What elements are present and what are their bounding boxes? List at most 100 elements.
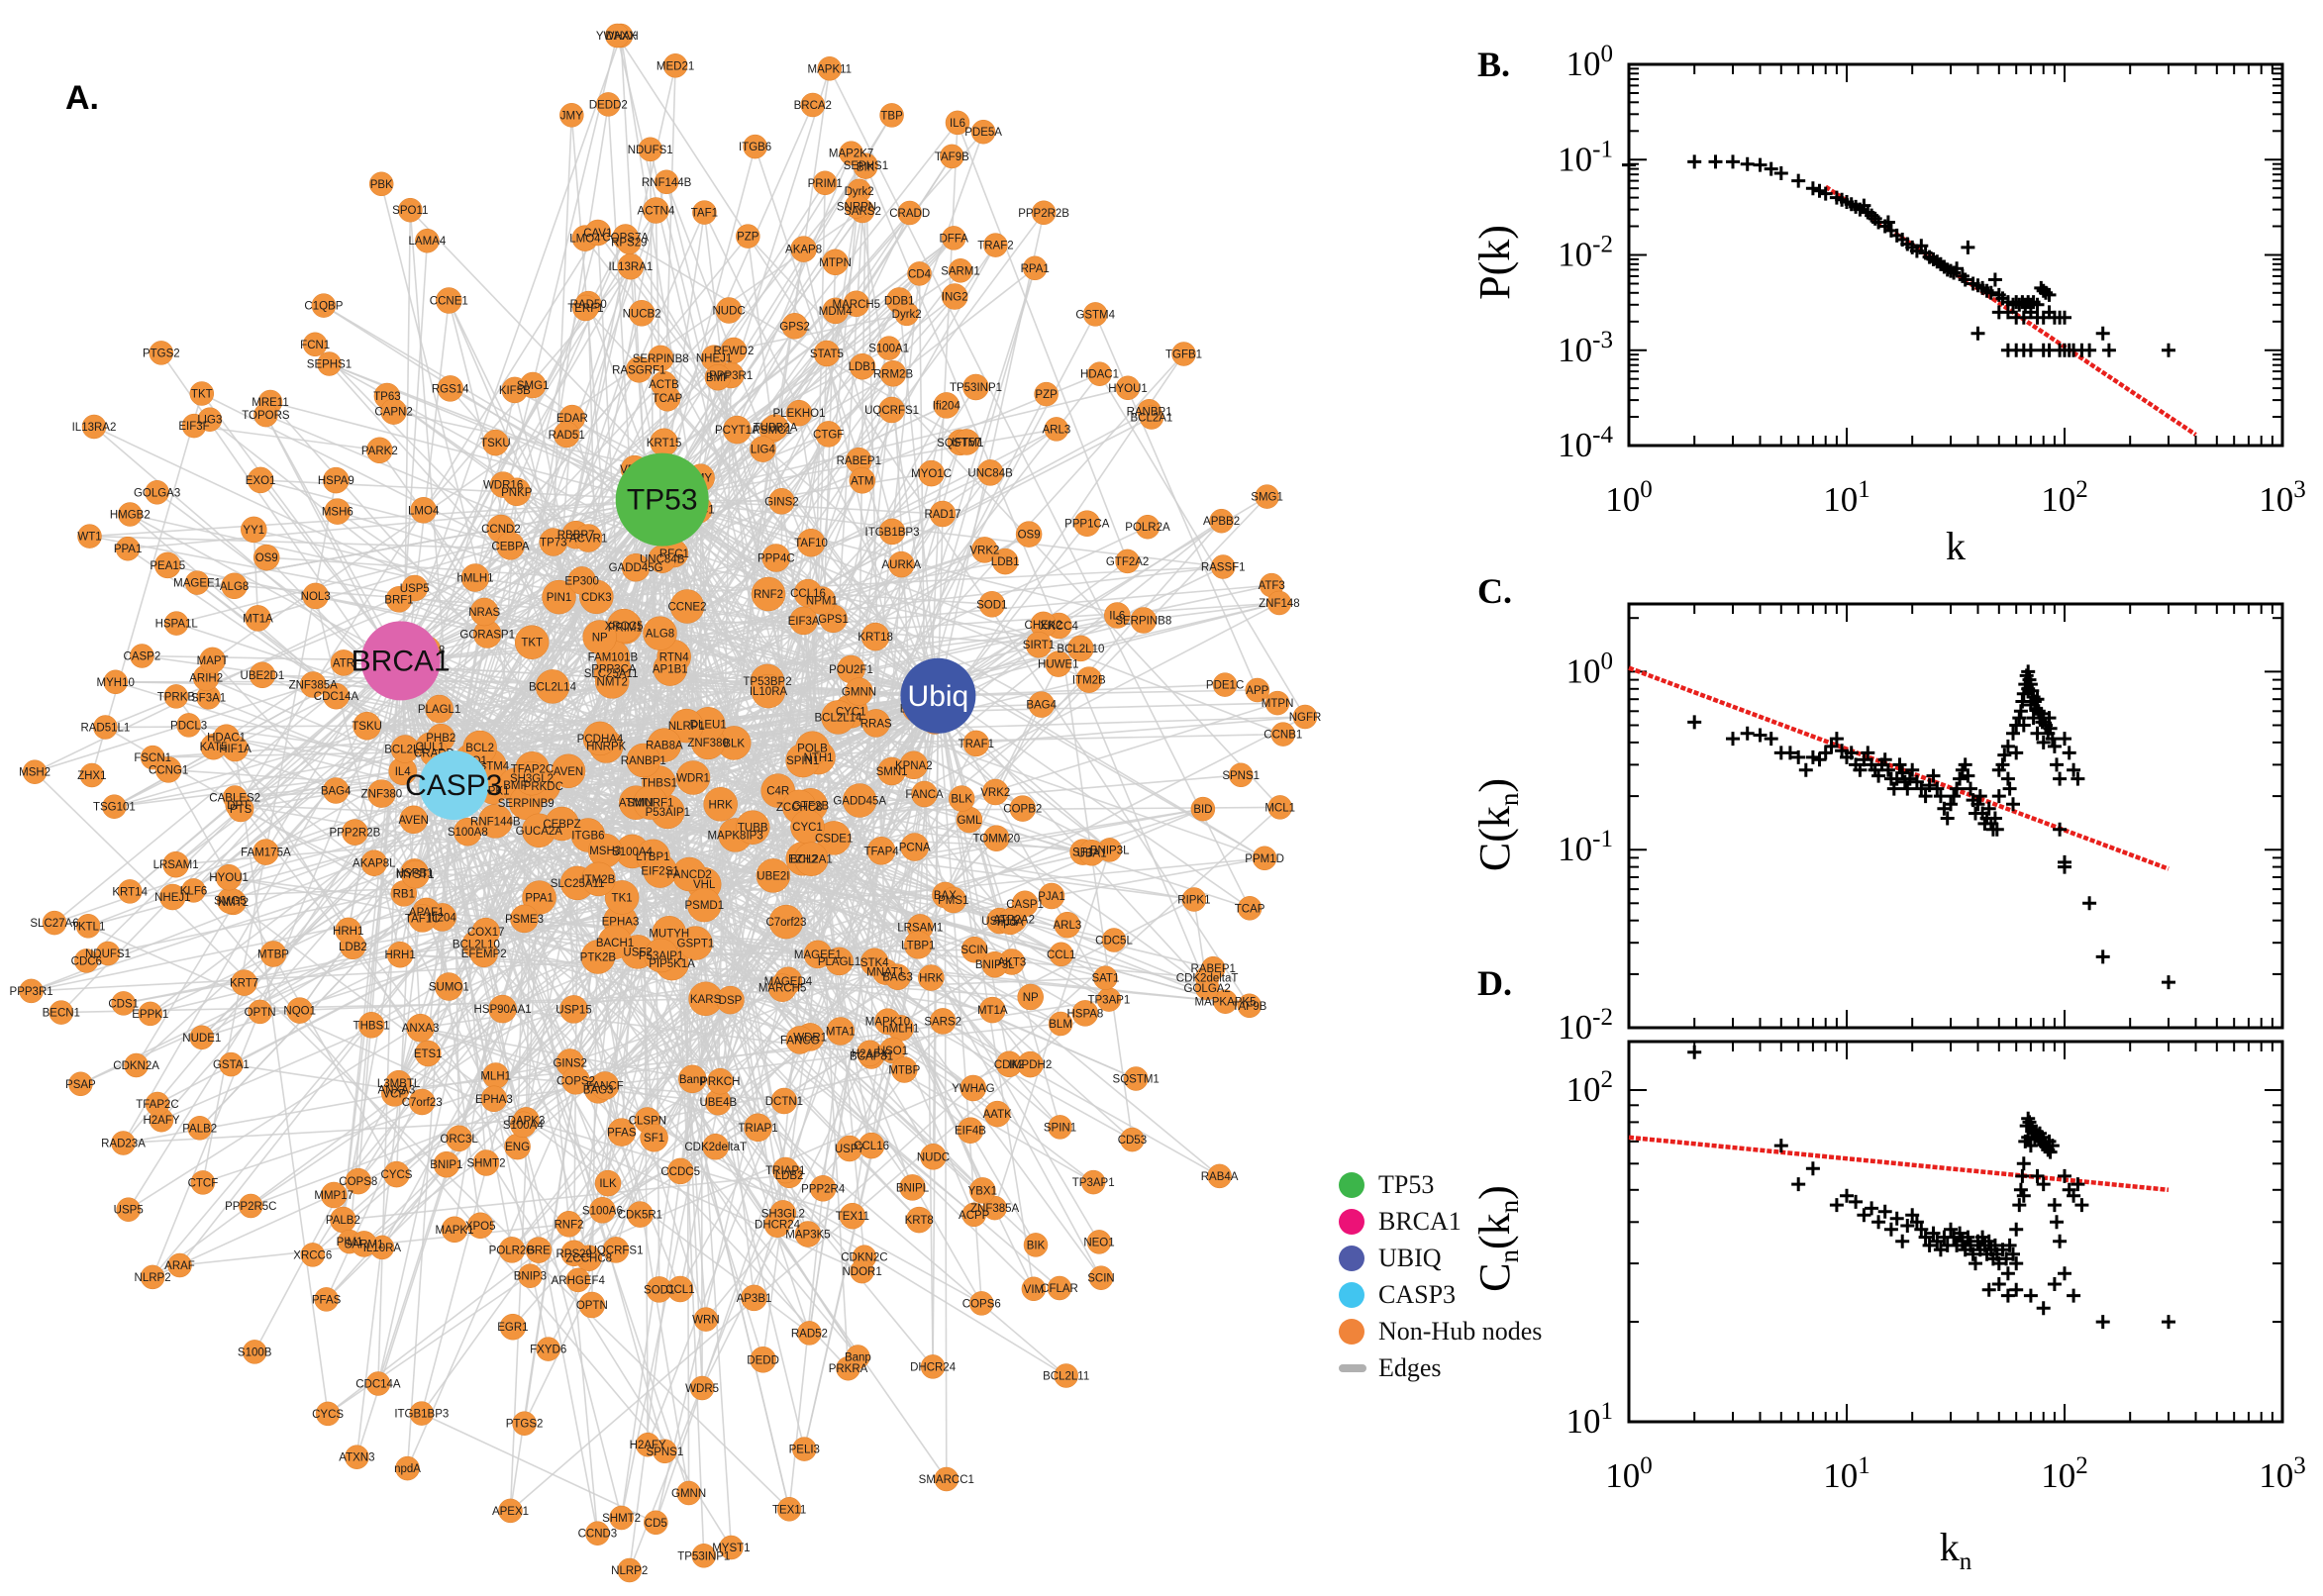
svg-text:NLRP2: NLRP2 [135,1272,171,1284]
svg-text:CCL1: CCL1 [665,1284,694,1296]
svg-text:SOD1: SOD1 [644,1284,674,1296]
svg-text:MYH10: MYH10 [97,677,135,689]
svg-text:RRM2B: RRM2B [873,368,914,380]
svg-text:PLAGL1: PLAGL1 [818,956,860,968]
svg-text:PELI3: PELI3 [789,1445,820,1456]
svg-text:SARS2: SARS2 [844,206,881,218]
svg-text:VIM: VIM [1024,1284,1044,1296]
svg-text:RTN4: RTN4 [659,651,689,663]
svg-text:HRK: HRK [919,973,944,985]
svg-text:USP5: USP5 [114,1205,144,1217]
legend-item-casp3: CASP3 [1339,1276,1542,1313]
svg-text:PPM1D: PPM1D [1245,853,1284,865]
svg-text:PPP4C: PPP4C [758,553,795,565]
svg-text:RNF144B: RNF144B [642,177,692,189]
svg-text:MNAT1: MNAT1 [866,967,904,979]
svg-text:DCTN1: DCTN1 [765,1096,803,1108]
svg-text:TFAP4: TFAP4 [864,846,900,857]
svg-text:TSG101: TSG101 [93,802,136,814]
svg-text:KAT5: KAT5 [200,742,228,753]
svg-text:RAB8A: RAB8A [646,741,683,752]
svg-text:SPIN1: SPIN1 [1044,1122,1076,1134]
svg-text:BMF: BMF [706,372,730,384]
brca1-dot-icon [1339,1208,1364,1235]
svg-text:NRAS: NRAS [468,607,500,619]
svg-text:YY1: YY1 [243,525,264,537]
svg-text:TP53BP2: TP53BP2 [743,676,791,688]
svg-text:RFWD2: RFWD2 [713,346,754,357]
svg-text:S100A8: S100A8 [448,827,488,839]
svg-text:CCND2: CCND2 [481,524,521,536]
svg-text:GADD45G: GADD45G [609,562,663,574]
svg-text:IL10RA: IL10RA [363,1243,402,1254]
svg-text:SF1: SF1 [644,1133,664,1145]
svg-text:AVEN: AVEN [554,766,583,778]
svg-text:NUDC: NUDC [712,306,745,318]
svg-text:ITM2B: ITM2B [581,874,615,886]
svg-text:CDK2deltaT: CDK2deltaT [684,1142,747,1153]
svg-text:IFT57: IFT57 [952,438,981,449]
svg-text:GTF2B: GTF2B [792,800,829,812]
svg-text:EXO1: EXO1 [246,475,276,487]
svg-text:SARM1: SARM1 [941,265,980,277]
svg-text:102: 102 [2041,476,2088,519]
panel-b-label: B. [1477,45,1511,84]
svg-text:MT1A: MT1A [243,613,273,625]
svg-text:TRAF1: TRAF1 [959,739,994,750]
svg-text:EPHA3: EPHA3 [475,1094,513,1106]
svg-text:FSCN1: FSCN1 [134,752,171,764]
svg-text:CTGF: CTGF [813,429,844,441]
svg-text:PSME3: PSME3 [505,914,544,926]
svg-text:RRAS: RRAS [860,718,892,730]
svg-text:HYOU1: HYOU1 [1108,383,1148,395]
legend-item-nonhub: Non-Hub nodes [1339,1313,1542,1349]
svg-text:TRAF2: TRAF2 [977,241,1013,252]
svg-text:TP73: TP73 [540,538,567,549]
svg-text:TFAP2C: TFAP2C [136,1099,178,1111]
svg-text:CYC1: CYC1 [792,822,823,834]
svg-text:ZNF385A: ZNF385A [970,1203,1020,1215]
svg-text:BRE: BRE [527,1246,551,1257]
svg-text:SEPHS1: SEPHS1 [307,359,352,371]
svg-text:TP53: TP53 [627,484,698,517]
svg-text:MAGED4: MAGED4 [764,976,813,988]
svg-text:EFEMP2: EFEMP2 [461,948,507,960]
svg-text:GSPT1: GSPT1 [677,939,715,950]
svg-text:PFAS: PFAS [312,1294,342,1306]
svg-text:XPO5: XPO5 [465,1221,496,1233]
svg-text:BCAP31: BCAP31 [850,1051,893,1063]
svg-text:RIPK1: RIPK1 [1177,895,1210,907]
svg-text:RPA1: RPA1 [1021,263,1050,275]
svg-text:APP: APP [1246,685,1268,697]
svg-text:COPS7A: COPS7A [602,233,649,245]
svg-text:PTS: PTS [230,804,252,816]
svg-text:H2AFX: H2AFX [852,1048,888,1060]
svg-text:TAF10: TAF10 [794,538,828,549]
svg-text:ITGB6: ITGB6 [571,831,604,843]
svg-text:SMG5: SMG5 [214,896,247,908]
svg-text:ZNF380: ZNF380 [687,738,729,749]
svg-text:PRKCH: PRKCH [700,1076,740,1088]
svg-text:CAPN2: CAPN2 [374,407,412,419]
svg-text:STAT5: STAT5 [810,349,844,360]
svg-text:SEPHS1: SEPHS1 [844,160,888,172]
svg-text:RAD17: RAD17 [924,509,960,521]
svg-text:EIF4B: EIF4B [955,1126,986,1138]
svg-text:PRIM1: PRIM1 [808,178,843,190]
svg-text:IL10RA: IL10RA [750,686,788,698]
svg-text:SH3GL2: SH3GL2 [761,1208,805,1220]
svg-text:C1QBP: C1QBP [304,301,343,313]
svg-text:GMNN: GMNN [671,1488,706,1500]
svg-text:NGFR: NGFR [1289,712,1322,724]
svg-text:HNRPK: HNRPK [586,742,627,753]
svg-text:ETS1: ETS1 [414,1048,443,1060]
svg-text:FCN1: FCN1 [300,340,330,351]
svg-text:MAPK1: MAPK1 [436,1225,474,1237]
svg-text:10-2: 10-2 [1558,232,1613,274]
svg-text:ACTB: ACTB [649,379,679,391]
svg-text:BMF: BMF [503,780,527,792]
svg-text:DHCR24: DHCR24 [910,1361,957,1373]
svg-text:EZH2: EZH2 [788,853,817,865]
svg-text:SMURF1: SMURF1 [627,798,673,810]
svg-text:RNF2: RNF2 [754,589,783,601]
